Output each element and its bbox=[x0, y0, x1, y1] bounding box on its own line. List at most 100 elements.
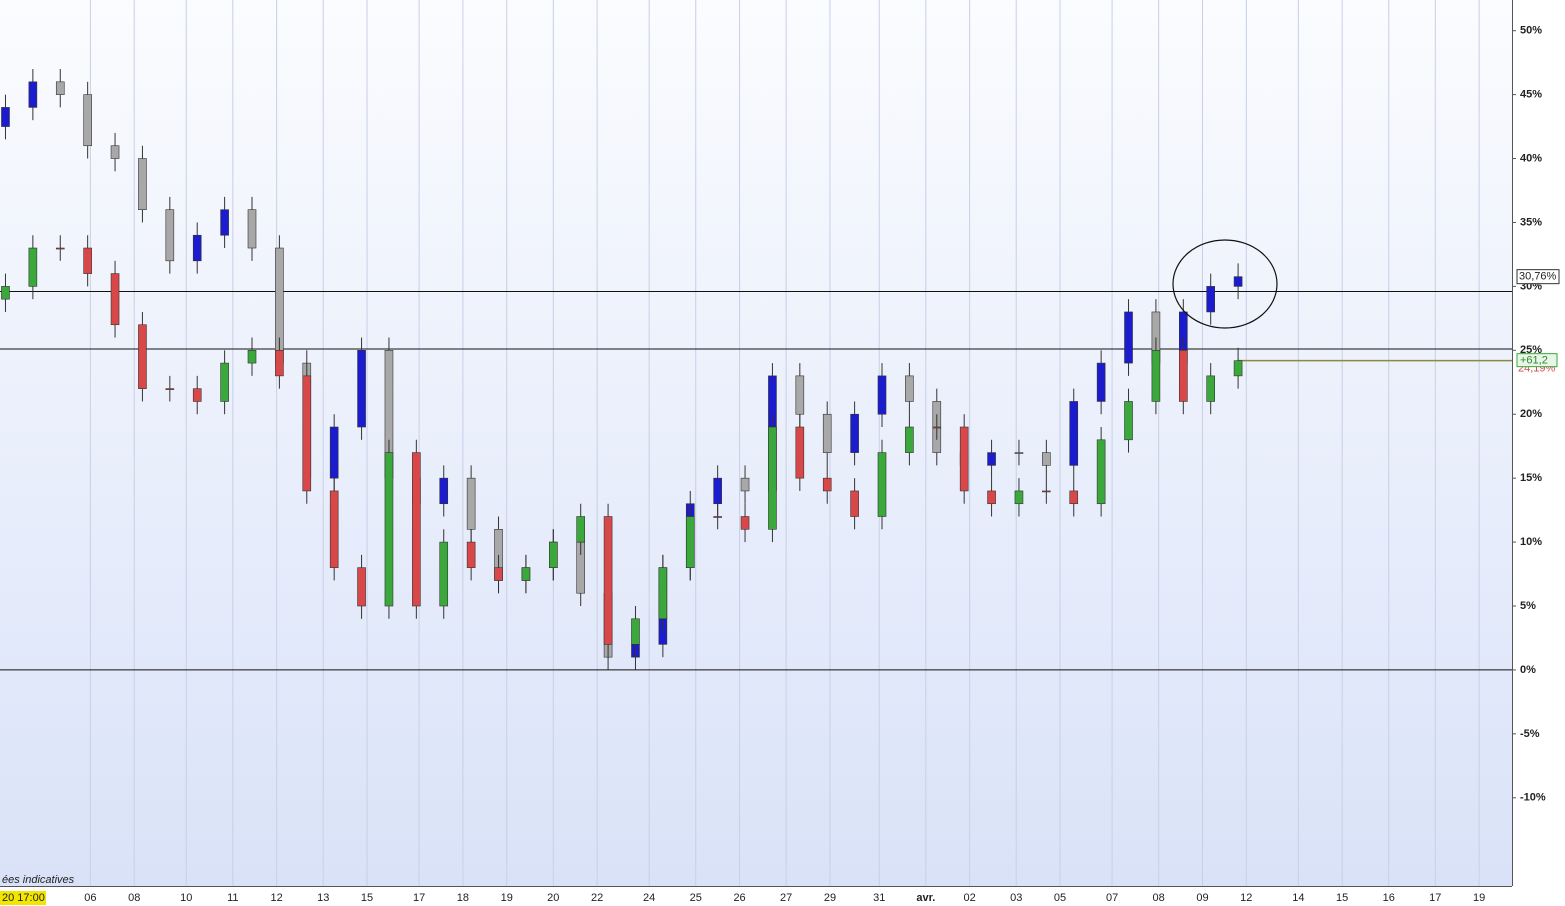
candle-body bbox=[795, 426, 805, 479]
candle-body bbox=[1069, 490, 1079, 505]
y-tick-label: -10% bbox=[1520, 792, 1546, 804]
labels: -10%-5%0%5%10%15%20%25%30%35%40%45%50%06… bbox=[84, 25, 1560, 904]
x-tick-label: 18 bbox=[457, 892, 469, 904]
y-tick-label: 5% bbox=[1520, 600, 1536, 612]
x-tick-label: 07 bbox=[1106, 892, 1118, 904]
candle-body bbox=[1124, 311, 1133, 364]
start-label-bg bbox=[0, 891, 46, 905]
x-tick-label: 13 bbox=[317, 892, 329, 904]
candle-body bbox=[1206, 375, 1215, 402]
candle-body bbox=[1042, 490, 1051, 493]
x-tick-label: 08 bbox=[128, 892, 140, 904]
candle-body bbox=[932, 426, 942, 429]
candle-body bbox=[384, 452, 394, 607]
candle-body bbox=[1124, 401, 1133, 441]
candle-body bbox=[987, 490, 996, 505]
candle-body bbox=[1014, 452, 1024, 454]
last-value-bg bbox=[1516, 269, 1560, 285]
candle-body bbox=[1096, 439, 1106, 505]
x-tick-label: 15 bbox=[361, 892, 373, 904]
candle-body bbox=[822, 413, 832, 453]
x-tick-label: 12 bbox=[271, 892, 283, 904]
candle-body bbox=[713, 477, 722, 505]
x-tick-label: avr. bbox=[916, 892, 935, 904]
candle-body bbox=[1014, 490, 1024, 505]
candle-body bbox=[357, 350, 366, 428]
x-tick-label: 17 bbox=[1429, 892, 1441, 904]
y-tick-label: -5% bbox=[1520, 728, 1540, 740]
candle-body bbox=[165, 388, 175, 390]
plot-area bbox=[0, 0, 1512, 886]
candle-body bbox=[165, 209, 175, 262]
candle-body bbox=[658, 567, 668, 620]
x-tick-label: 08 bbox=[1153, 892, 1165, 904]
candle-body bbox=[795, 375, 805, 415]
candle-body bbox=[1, 286, 10, 300]
x-tick-label: 10 bbox=[180, 892, 192, 904]
x-tick-label: 12 bbox=[1240, 892, 1252, 904]
x-tick-label: 25 bbox=[690, 892, 702, 904]
candle-body bbox=[631, 618, 640, 645]
candle-body bbox=[55, 247, 65, 250]
candle-body bbox=[1, 107, 10, 127]
grid bbox=[89, 0, 1516, 886]
x-tick-label: 20 bbox=[547, 892, 559, 904]
candle-body bbox=[603, 516, 613, 645]
candle-body bbox=[28, 81, 38, 108]
candle-body bbox=[740, 477, 750, 492]
y-tick-label: 0% bbox=[1520, 664, 1536, 676]
x-tick-label: 27 bbox=[780, 892, 792, 904]
x-tick-label: 22 bbox=[591, 892, 603, 904]
start-label: 20 17:00 bbox=[2, 892, 45, 904]
candle-body bbox=[110, 273, 120, 326]
candle-body bbox=[959, 426, 969, 492]
candle-body bbox=[685, 516, 695, 568]
candle-body bbox=[1151, 350, 1161, 402]
candle-body bbox=[768, 426, 777, 530]
highlight-circle bbox=[1172, 239, 1278, 329]
candles bbox=[1, 69, 1243, 670]
candle-body bbox=[1206, 286, 1215, 313]
candle-body bbox=[549, 541, 558, 568]
candle-body bbox=[138, 158, 147, 210]
y-tick-label: 35% bbox=[1520, 216, 1542, 228]
candle-body bbox=[28, 247, 38, 287]
badge-bg bbox=[1516, 353, 1558, 368]
x-tick-label: 06 bbox=[84, 892, 96, 904]
candle-body bbox=[192, 234, 202, 262]
x-tick-label: 16 bbox=[1383, 892, 1395, 904]
y-tick-label: 40% bbox=[1520, 152, 1542, 164]
y-tick-label: 50% bbox=[1520, 25, 1542, 37]
candle-body bbox=[822, 477, 832, 492]
candle-body bbox=[494, 567, 503, 581]
candle-body bbox=[1069, 401, 1079, 466]
candle-body bbox=[357, 567, 366, 607]
candle-body bbox=[740, 516, 750, 530]
candle-body bbox=[83, 247, 92, 274]
x-tick-label: 14 bbox=[1292, 892, 1304, 904]
candle-body bbox=[987, 452, 996, 466]
candle-body bbox=[466, 477, 476, 530]
candle-body bbox=[905, 375, 914, 402]
x-tick-label: 29 bbox=[824, 892, 836, 904]
x-tick-label: 26 bbox=[733, 892, 745, 904]
candle-body bbox=[302, 375, 312, 492]
badge: +61,2 bbox=[1520, 355, 1548, 367]
footnote: ées indicatives bbox=[2, 874, 75, 886]
last-value-label: 30,76% bbox=[1519, 271, 1557, 283]
candle-body bbox=[439, 541, 449, 607]
candle-body bbox=[1233, 360, 1243, 377]
candle-body bbox=[329, 426, 339, 479]
x-tick-label: 17 bbox=[413, 892, 425, 904]
candle-body bbox=[55, 81, 65, 95]
y-tick-label: 10% bbox=[1520, 536, 1542, 548]
candle-body bbox=[1042, 452, 1051, 466]
x-tick-label: 02 bbox=[964, 892, 976, 904]
candle-body bbox=[850, 490, 859, 517]
candle-body bbox=[850, 413, 859, 453]
candle-body bbox=[275, 350, 284, 377]
x-tick-label: 24 bbox=[643, 892, 655, 904]
candle-body bbox=[247, 350, 257, 364]
